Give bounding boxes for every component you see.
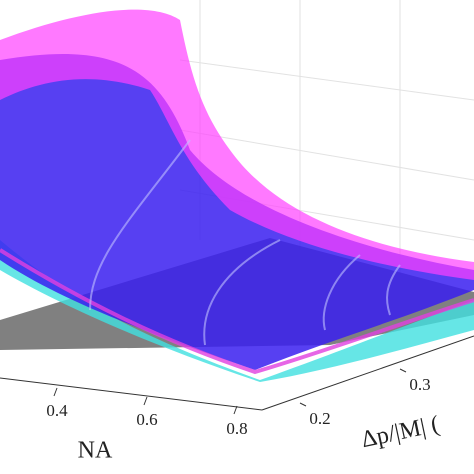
x-tick-label: 0.6 xyxy=(136,410,157,429)
y-tick xyxy=(299,402,307,407)
contour-lines xyxy=(89,139,401,346)
x-tick-label: 0.8 xyxy=(226,419,247,438)
y-axis-label: Δp/|M| ( xyxy=(359,411,442,453)
x-axis-label: NA xyxy=(78,438,113,464)
y-tick xyxy=(399,368,407,373)
y-tick-label: 0.3 xyxy=(409,375,430,394)
x-tick-label: 0.4 xyxy=(46,401,68,420)
magenta-edge xyxy=(0,248,474,375)
magenta-surface xyxy=(0,9,474,280)
x-tick xyxy=(233,405,238,415)
y-tick-label: 0.2 xyxy=(309,409,330,428)
axes xyxy=(0,335,474,411)
x-tick xyxy=(143,396,148,406)
cyan-surface xyxy=(0,240,474,382)
x-tick xyxy=(53,387,58,397)
